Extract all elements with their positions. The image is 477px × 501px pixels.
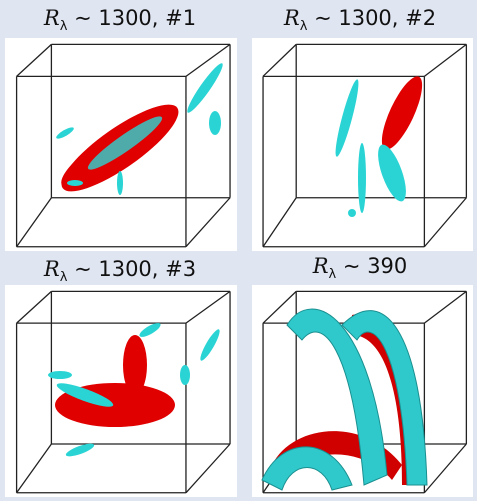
render-3 bbox=[5, 285, 237, 497]
panel-title: Rλ ∼ 390 bbox=[242, 254, 477, 282]
figure: Rλ ∼ 1300, #1 Rλ ∼ 1300, #2 Rλ ∼ 1300, #… bbox=[0, 0, 477, 501]
cube-edge bbox=[263, 198, 296, 247]
cube-edge bbox=[424, 444, 466, 493]
panel-title: Rλ ∼ 1300, #1 bbox=[2, 6, 238, 34]
subscript: λ bbox=[329, 267, 337, 282]
symbol: R bbox=[313, 254, 329, 278]
title-text: ∼ 1300, #3 bbox=[74, 257, 196, 281]
render-1 bbox=[5, 38, 237, 251]
cube-edge bbox=[424, 44, 466, 76]
render-2 bbox=[252, 38, 473, 251]
cube-edge bbox=[424, 291, 466, 323]
subscript: λ bbox=[60, 19, 68, 34]
cube-edge bbox=[424, 198, 466, 247]
cube-edge bbox=[17, 291, 52, 323]
render-4 bbox=[252, 285, 473, 497]
cube-edge bbox=[17, 444, 52, 493]
subscript: λ bbox=[300, 19, 308, 34]
cube-edge bbox=[186, 444, 230, 493]
title-text: ∼ 1300, #1 bbox=[74, 6, 196, 30]
cube-edge bbox=[17, 198, 52, 247]
symbol: R bbox=[44, 6, 60, 30]
cube-edge bbox=[186, 291, 230, 323]
title-text: ∼ 1300, #2 bbox=[314, 6, 436, 30]
cube-edge bbox=[263, 44, 296, 76]
vortex-red bbox=[55, 335, 175, 427]
cube-edge bbox=[17, 44, 52, 76]
symbol: R bbox=[44, 257, 60, 281]
cube-edge bbox=[263, 291, 296, 323]
panel-title: Rλ ∼ 1300, #3 bbox=[2, 257, 238, 285]
cube-frame bbox=[263, 44, 466, 246]
cube-edge bbox=[186, 44, 230, 76]
title-text: ∼ 390 bbox=[343, 254, 407, 278]
panel-title: Rλ ∼ 1300, #2 bbox=[242, 6, 477, 34]
vortex-red bbox=[374, 72, 430, 155]
cube-edge bbox=[186, 198, 230, 247]
subscript: λ bbox=[60, 270, 68, 285]
symbol: R bbox=[284, 6, 300, 30]
